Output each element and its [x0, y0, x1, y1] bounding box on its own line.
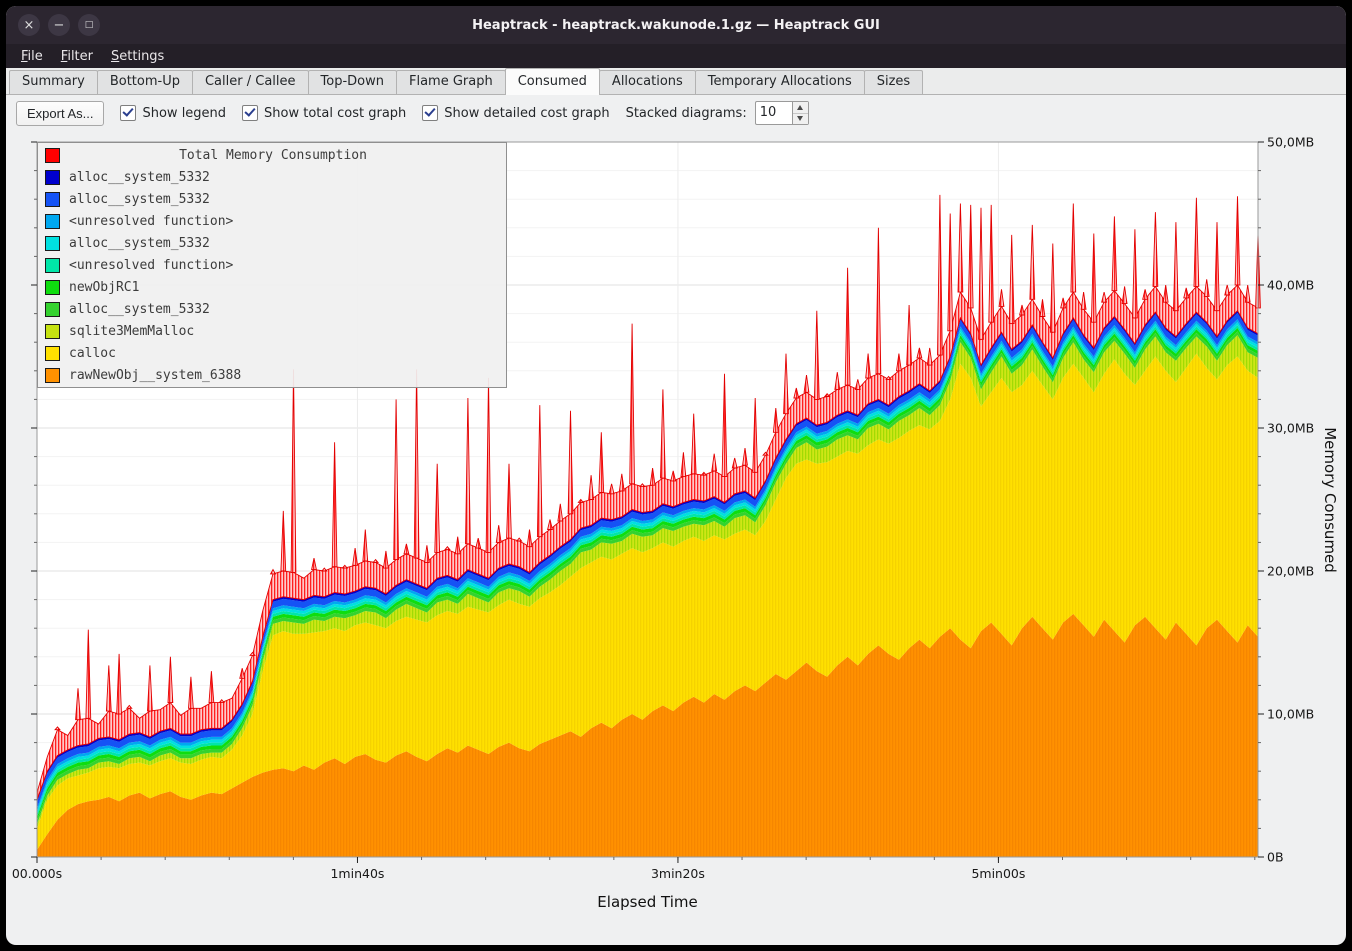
- tab-caller-callee[interactable]: Caller / Callee: [191, 70, 309, 94]
- legend-item[interactable]: alloc__system_5332: [38, 166, 506, 188]
- tab-consumed[interactable]: Consumed: [504, 68, 600, 95]
- y-tick-label: 40,0MB: [1267, 278, 1314, 293]
- legend-swatch: [45, 345, 60, 361]
- window-controls: × − □: [18, 6, 100, 44]
- show-detailed-cost-option[interactable]: Show detailed cost graph: [422, 105, 610, 121]
- memory-consumption-chart[interactable]: 00.000s 1min40s 3min20s 5min00s 0B 10,0MB 20,0…: [6, 131, 1346, 945]
- legend-swatch: [45, 169, 60, 185]
- tab-summary[interactable]: Summary: [9, 70, 98, 94]
- legend-swatch: [45, 147, 60, 163]
- close-icon[interactable]: ×: [18, 14, 40, 36]
- legend-item-label: rawNewObj__system_6388: [69, 367, 242, 383]
- legend-item-label: <unresolved function>: [69, 257, 234, 273]
- minimize-icon[interactable]: −: [48, 14, 70, 36]
- legend-item-label: alloc__system_5332: [69, 301, 210, 317]
- legend-item-label: calloc: [69, 345, 116, 361]
- x-tick-label: 1min40s: [330, 866, 384, 881]
- stacked-diagrams-label: Stacked diagrams:: [625, 105, 747, 121]
- y-tick-label: 30,0MB: [1267, 421, 1314, 436]
- export-as-button[interactable]: Export As...: [16, 100, 105, 126]
- window-title: Heaptrack - heaptrack.wakunode.1.gz — He…: [472, 17, 880, 33]
- stacked-diagrams-group: Stacked diagrams: 10: [626, 101, 809, 125]
- legend-title-row: Total Memory Consumption: [38, 144, 506, 166]
- show-legend-checkbox[interactable]: [120, 105, 137, 121]
- show-detailed-cost-label: Show detailed cost graph: [444, 105, 610, 121]
- legend-swatch: [45, 301, 60, 317]
- legend-item[interactable]: alloc__system_5332: [38, 298, 506, 320]
- y-tick-label: 0B: [1267, 850, 1284, 865]
- show-total-cost-label: Show total cost graph: [264, 105, 407, 121]
- tabbar: Summary Bottom-Up Caller / Callee Top-Do…: [6, 68, 1346, 95]
- legend-item[interactable]: <unresolved function>: [38, 210, 506, 232]
- show-total-cost-option[interactable]: Show total cost graph: [242, 105, 406, 121]
- legend-item-label: <unresolved function>: [69, 213, 234, 229]
- tab-bottom-up[interactable]: Bottom-Up: [96, 70, 193, 94]
- menu-filter[interactable]: Filter: [60, 48, 93, 64]
- y-tick-label: 50,0MB: [1267, 135, 1314, 150]
- y-axis-title: Memory Consumed: [1321, 426, 1339, 573]
- legend-item-label: alloc__system_5332: [69, 235, 210, 251]
- legend-item-label: alloc__system_5332: [69, 169, 210, 185]
- legend-swatch: [45, 323, 60, 339]
- legend-item[interactable]: newObjRC1: [38, 276, 506, 298]
- x-tick-label: 3min20s: [651, 866, 705, 881]
- stacked-diagrams-stepper[interactable]: 10: [754, 101, 809, 125]
- show-detailed-cost-checkbox[interactable]: [422, 105, 439, 121]
- tab-top-down[interactable]: Top-Down: [307, 70, 397, 94]
- legend-item[interactable]: alloc__system_5332: [38, 188, 506, 210]
- legend-item-label: newObjRC1: [69, 279, 140, 295]
- titlebar[interactable]: × − □ Heaptrack - heaptrack.wakunode.1.g…: [6, 6, 1346, 44]
- chart-legend: Total Memory Consumption alloc__system_53…: [37, 142, 507, 388]
- maximize-icon[interactable]: □: [78, 14, 100, 36]
- legend-item[interactable]: rawNewObj__system_6388: [38, 364, 506, 386]
- y-tick-label: 20,0MB: [1267, 564, 1314, 579]
- legend-title: Total Memory Consumption: [179, 147, 367, 163]
- legend-swatch: [45, 367, 60, 383]
- x-tick-label: 5min00s: [971, 866, 1025, 881]
- x-tick-label: 00.000s: [12, 866, 62, 881]
- tab-flame-graph[interactable]: Flame Graph: [395, 70, 506, 94]
- show-legend-label: Show legend: [142, 105, 227, 121]
- show-total-cost-checkbox[interactable]: [242, 105, 259, 121]
- legend-item[interactable]: sqlite3MemMalloc: [38, 320, 506, 342]
- spin-down-button[interactable]: [792, 113, 808, 124]
- tab-sizes[interactable]: Sizes: [863, 70, 924, 94]
- legend-swatch: [45, 213, 60, 229]
- legend-item[interactable]: <unresolved function>: [38, 254, 506, 276]
- legend-swatch: [45, 191, 60, 207]
- legend-swatch: [45, 279, 60, 295]
- legend-item[interactable]: calloc: [38, 342, 506, 364]
- toolbar: Export As... Show legend Show total cost…: [6, 95, 1346, 131]
- legend-swatch: [45, 257, 60, 273]
- tab-temporary-allocations[interactable]: Temporary Allocations: [694, 70, 865, 94]
- menu-file[interactable]: File: [21, 48, 43, 64]
- stacked-diagrams-value[interactable]: 10: [759, 105, 777, 120]
- menubar: File Filter Settings: [6, 44, 1346, 68]
- menu-settings[interactable]: Settings: [111, 48, 165, 64]
- legend-item-label: alloc__system_5332: [69, 191, 210, 207]
- legend-swatch: [45, 235, 60, 251]
- chart-region: 00.000s 1min40s 3min20s 5min00s 0B 10,0MB 20,0…: [6, 131, 1346, 945]
- spin-down-icon: [797, 116, 804, 122]
- legend-item-label: sqlite3MemMalloc: [69, 323, 195, 339]
- spin-up-icon: [797, 104, 804, 110]
- spin-up-button[interactable]: [792, 102, 808, 114]
- show-legend-option[interactable]: Show legend: [120, 105, 226, 121]
- y-axis-title-wrap: Memory Consumed: [1315, 142, 1345, 857]
- x-axis-title: Elapsed Time: [597, 893, 698, 911]
- heaptrack-window: × − □ Heaptrack - heaptrack.wakunode.1.g…: [6, 6, 1346, 945]
- y-tick-label: 10,0MB: [1267, 707, 1314, 722]
- tab-allocations[interactable]: Allocations: [598, 70, 696, 94]
- legend-item[interactable]: alloc__system_5332: [38, 232, 506, 254]
